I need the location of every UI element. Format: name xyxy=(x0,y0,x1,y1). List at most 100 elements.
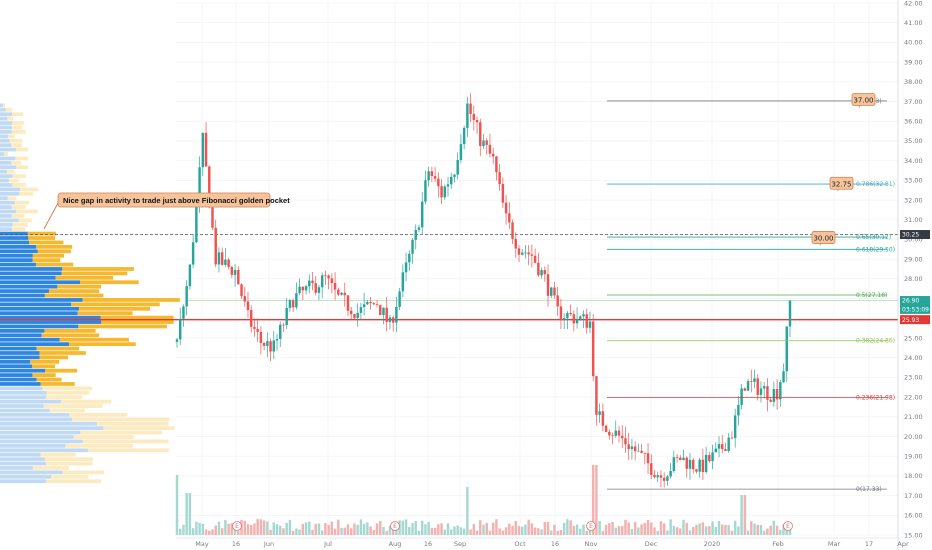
time-tick: Feb xyxy=(772,540,784,548)
candle xyxy=(485,140,488,145)
candle xyxy=(633,446,637,452)
volume-bar xyxy=(411,523,414,535)
profile-bar xyxy=(0,258,33,263)
volume-bar xyxy=(456,525,459,535)
candle xyxy=(311,280,314,284)
volume-bar xyxy=(769,525,772,535)
target-box xyxy=(851,93,876,106)
profile-bar xyxy=(7,196,17,201)
candle xyxy=(524,252,527,254)
price-axis[interactable]: 15.00 16.00 17.00 18.00 19.00 20.00 21.00 22.00… xyxy=(897,0,923,550)
profile-bar xyxy=(32,258,61,263)
time-axis[interactable]: May 16 Jun Jul Aug 16 Sep Oct 16 Nov Dec 2020 Feb Mar… xyxy=(176,537,909,548)
price-targets[interactable]: 37.00 32.75 30.00 xyxy=(811,93,876,246)
target-label: 32.75 xyxy=(831,180,851,188)
candle xyxy=(217,252,221,265)
volume-bar xyxy=(191,528,195,535)
profile-bar xyxy=(0,359,31,364)
candle xyxy=(424,180,427,202)
volume-bar xyxy=(775,525,779,535)
candle xyxy=(575,318,579,324)
price-tick: 22.00 xyxy=(904,393,923,401)
candle xyxy=(275,338,279,341)
volume-bar xyxy=(304,522,308,535)
profile-bar xyxy=(0,430,81,435)
candle xyxy=(269,341,272,352)
volume-bar xyxy=(404,519,408,535)
candle xyxy=(753,378,756,382)
candle xyxy=(766,386,769,400)
candle xyxy=(340,292,343,295)
volume-bar xyxy=(588,528,592,535)
volume-bar xyxy=(204,529,208,535)
profile-bar xyxy=(45,368,78,373)
profile-bar xyxy=(0,404,44,408)
profile-bar xyxy=(0,373,33,377)
volume-bar xyxy=(479,520,482,535)
candle xyxy=(708,454,711,462)
volume-bar xyxy=(672,525,676,535)
profile-bar xyxy=(11,214,25,218)
horizontal-levels xyxy=(0,234,898,321)
volume-bar xyxy=(269,529,272,535)
volume-bar xyxy=(466,487,469,535)
candle xyxy=(721,444,724,450)
volume-bar xyxy=(740,495,743,535)
volume-bar xyxy=(650,522,653,535)
candle xyxy=(195,202,198,243)
candle xyxy=(727,437,730,452)
profile-bar xyxy=(0,452,41,457)
profile-bar xyxy=(36,244,73,249)
price-tick: 33.00 xyxy=(904,177,923,185)
volume-bar xyxy=(698,523,701,535)
profile-bar xyxy=(0,333,42,338)
volume-bar xyxy=(282,528,285,535)
volume-bar xyxy=(601,530,605,535)
volume-bar xyxy=(756,524,759,535)
candle xyxy=(324,275,327,277)
candle xyxy=(288,300,292,308)
annotation-callout[interactable]: Nice gap in activity to trade just above… xyxy=(43,192,290,230)
volume-bar xyxy=(185,493,188,535)
candle xyxy=(391,317,395,323)
price-tick: 28.00 xyxy=(904,275,923,283)
candle xyxy=(453,174,456,177)
candle xyxy=(737,404,740,416)
profile-bar xyxy=(0,160,12,165)
candle xyxy=(598,411,601,415)
profile-bar xyxy=(0,152,5,156)
candle xyxy=(320,275,324,288)
volume-bar xyxy=(340,527,343,535)
price-tick: 31.00 xyxy=(904,216,923,224)
profile-bar xyxy=(32,373,56,377)
fibonacci-retracement[interactable]: 1(37.03)0.786(32.81)0.65(30.12)0.618(29.… xyxy=(607,98,895,493)
candle xyxy=(182,306,185,319)
volume-bar xyxy=(617,526,621,535)
candle xyxy=(495,156,498,173)
candle xyxy=(366,302,369,305)
profile-bar xyxy=(44,457,94,461)
volume-bar xyxy=(433,527,437,535)
candle xyxy=(395,306,398,323)
volume-bar xyxy=(779,529,782,535)
candle xyxy=(501,184,505,203)
volume-bar xyxy=(566,519,569,535)
profile-bar xyxy=(0,342,69,347)
volume-bar xyxy=(556,530,559,535)
candle xyxy=(772,389,776,402)
profile-bar xyxy=(0,227,12,232)
volume-bar xyxy=(656,530,659,535)
profile-bar xyxy=(14,200,30,205)
earnings-marker-label: E xyxy=(235,523,239,530)
volume-bar xyxy=(462,528,466,535)
time-tick: 2020 xyxy=(704,540,721,548)
candle xyxy=(688,459,692,469)
candle xyxy=(401,272,405,292)
profile-bar xyxy=(68,342,136,347)
earnings-marker-label: E xyxy=(589,523,593,530)
profile-bar xyxy=(11,205,26,209)
candle xyxy=(604,425,608,432)
profile-bar xyxy=(0,280,81,285)
